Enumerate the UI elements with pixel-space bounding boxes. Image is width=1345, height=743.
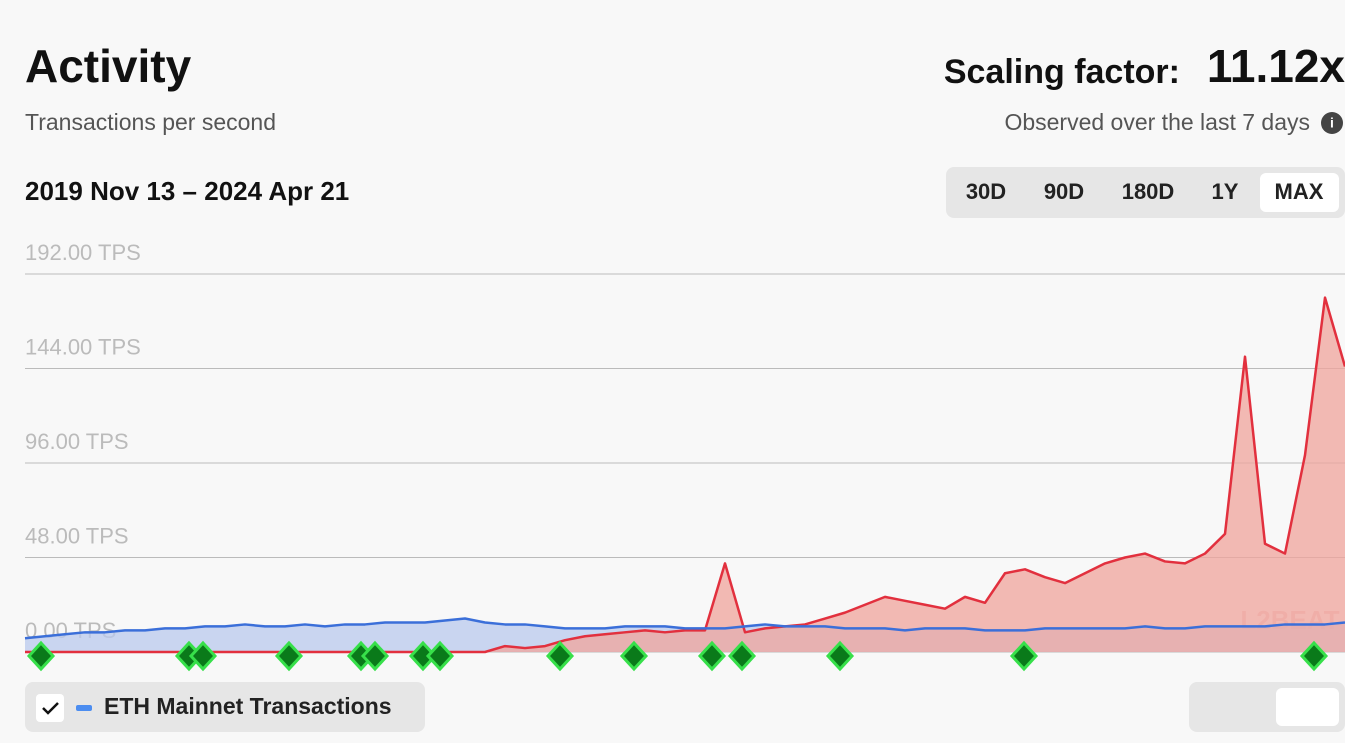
y-tick-label: 144.00 TPS [25,334,141,359]
date-range: 2019 Nov 13 – 2024 Apr 21 [25,176,349,206]
milestone[interactable] [619,640,649,672]
line [25,296,1345,654]
milestone[interactable] [274,640,304,672]
milestone[interactable] [697,640,727,672]
range-button[interactable]: 30D [966,179,1006,204]
area [25,297,1345,652]
range-button[interactable]: 1Y [1212,179,1239,204]
legend-swatch [76,705,92,711]
milestone[interactable] [545,640,575,672]
legend-label: ETH Mainnet Transactions [104,693,392,719]
milestone[interactable] [1009,640,1039,672]
range-active [1260,173,1339,212]
y-tick-label: 96.00 TPS [25,429,129,454]
legend-box[interactable] [25,682,425,732]
observed-note: Observed over the last 7 days [1004,109,1310,135]
y-tick-label: 48.00 TPS [25,523,129,548]
range-selector [946,167,1345,218]
milestone[interactable] [360,640,390,672]
milestone[interactable] [1299,640,1329,672]
range-button[interactable]: 180D [1122,179,1175,204]
line [24,617,1345,640]
range-button[interactable]: 90D [1044,179,1084,204]
milestones [26,640,1329,672]
scaling-label: Scaling factor: [944,53,1180,91]
milestone[interactable] [825,640,855,672]
y-tick-label: 192.00 TPS [25,240,141,265]
info-icon[interactable] [1321,112,1343,134]
check [42,702,59,715]
milestone[interactable] [727,640,757,672]
subtitle: Transactions per second [25,109,276,135]
range-button[interactable]: MAX [1275,179,1324,204]
milestone[interactable] [425,640,455,672]
scaling-value: 11.12x [1207,40,1345,92]
checkbox[interactable] [36,694,64,722]
title: Activity [25,40,192,92]
info-glyph: i [1330,115,1334,131]
milestone[interactable] [26,640,56,672]
scale-active [1276,688,1339,726]
milestone[interactable] [188,640,218,672]
